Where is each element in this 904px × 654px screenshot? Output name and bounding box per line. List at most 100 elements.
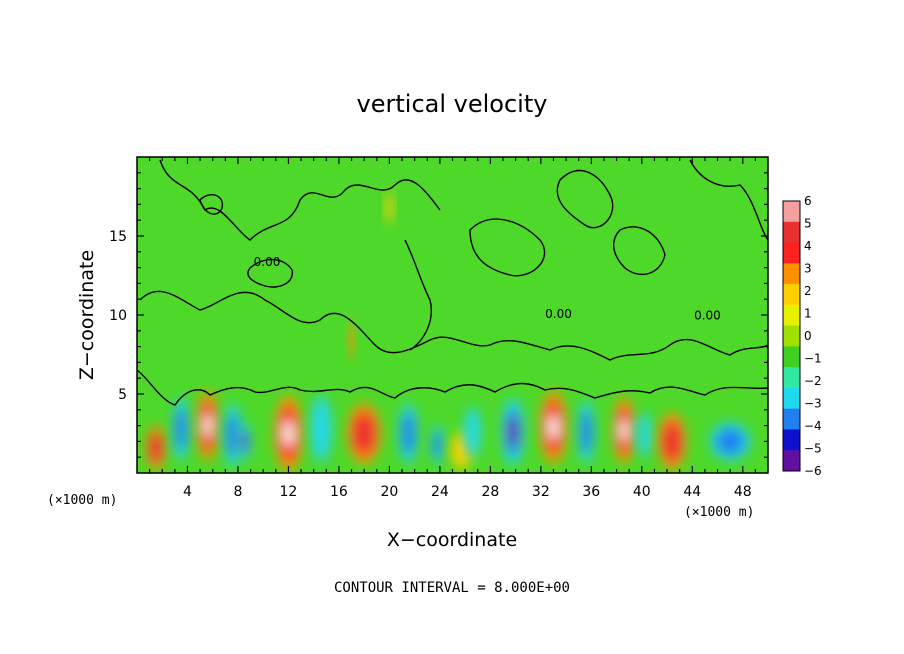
velocity-cell bbox=[464, 406, 481, 458]
velocity-cell bbox=[172, 397, 190, 461]
x-tick-label: 36 bbox=[582, 484, 600, 500]
chart-title: vertical velocity bbox=[357, 90, 548, 118]
contour-line bbox=[469, 218, 546, 277]
velocity-cell-core bbox=[241, 433, 248, 450]
contour-lines bbox=[137, 159, 768, 406]
velocity-cell bbox=[237, 424, 252, 459]
colorbar-label: −4 bbox=[804, 419, 822, 433]
velocity-cell bbox=[709, 422, 751, 461]
velocity-cell-core bbox=[620, 419, 628, 442]
x-tick-label: 28 bbox=[481, 484, 499, 500]
velocity-cell-core bbox=[385, 191, 394, 224]
axes bbox=[137, 157, 768, 473]
velocity-cell-core bbox=[580, 409, 593, 455]
contour-line bbox=[247, 258, 294, 288]
colorbar-label: −1 bbox=[804, 352, 822, 366]
y-tick-label: 5 bbox=[118, 387, 127, 403]
y-tick-label: 10 bbox=[109, 308, 127, 324]
colorbar-swatch bbox=[783, 263, 800, 285]
colorbar-label: −3 bbox=[804, 397, 822, 411]
velocity-cell bbox=[196, 390, 219, 461]
contour-line bbox=[199, 194, 224, 215]
contour-interval-note: CONTOUR INTERVAL = 8.000E+00 bbox=[334, 580, 570, 596]
colorbar-label: 4 bbox=[804, 239, 812, 253]
x-unit-label: (×1000 m) bbox=[47, 493, 117, 508]
colorbar-swatch bbox=[783, 429, 800, 451]
x-tick-label: 8 bbox=[233, 484, 242, 500]
colorbar-swatch bbox=[783, 304, 800, 327]
velocity-cell bbox=[274, 395, 303, 472]
velocity-cell bbox=[224, 403, 242, 467]
x-tick-label: 32 bbox=[532, 484, 550, 500]
contour-label: 0.00 bbox=[254, 255, 281, 269]
velocity-field bbox=[146, 191, 751, 472]
velocity-cell-core bbox=[664, 426, 680, 457]
contour-line bbox=[137, 369, 768, 406]
colorbar-swatch bbox=[783, 201, 800, 223]
colorbar-swatch bbox=[783, 408, 800, 430]
colorbar-swatch bbox=[783, 450, 800, 472]
contour-line bbox=[404, 239, 432, 351]
colorbar-label: 2 bbox=[804, 284, 812, 298]
velocity-cell-core bbox=[355, 417, 373, 450]
velocity-cell-core bbox=[311, 395, 332, 462]
velocity-cell-core bbox=[432, 430, 442, 459]
colorbar-label: 0 bbox=[804, 329, 812, 343]
velocity-cell bbox=[578, 400, 595, 464]
y-tick-label: 15 bbox=[109, 229, 127, 245]
velocity-cell bbox=[658, 412, 686, 470]
velocity-cell-core bbox=[204, 413, 212, 438]
velocity-cell-core bbox=[283, 420, 294, 447]
velocity-cell bbox=[398, 403, 418, 464]
colorbar-swatch bbox=[783, 221, 800, 244]
velocity-cell bbox=[501, 398, 525, 466]
x-tick-label: 4 bbox=[183, 484, 192, 500]
velocity-cell bbox=[347, 403, 381, 464]
colorbar-swatch bbox=[783, 325, 800, 347]
colorbar-label: 5 bbox=[804, 217, 812, 231]
velocity-cell bbox=[431, 424, 444, 465]
x-tick-label: 12 bbox=[280, 484, 298, 500]
velocity-cell bbox=[540, 390, 567, 464]
y-axis-label: Z−coordinate bbox=[76, 250, 98, 380]
contour-line bbox=[689, 159, 768, 241]
x-tick-label: 44 bbox=[683, 484, 701, 500]
x-tick-label: 16 bbox=[330, 484, 348, 500]
contour-line bbox=[556, 169, 614, 229]
colorbar-frame bbox=[782, 200, 801, 472]
contour-label: 0.00 bbox=[545, 307, 572, 321]
x-tick-label: 20 bbox=[380, 484, 398, 500]
x-unit-label-right: (×1000 m) bbox=[684, 505, 754, 520]
colorbar-label: 1 bbox=[804, 307, 812, 321]
x-tick-label: 24 bbox=[431, 484, 449, 500]
colorbar-swatch bbox=[783, 284, 800, 306]
colorbar-label: −6 bbox=[804, 464, 822, 478]
colorbar-swatch bbox=[783, 346, 800, 368]
colorbar-swatch bbox=[783, 242, 800, 264]
velocity-cell bbox=[348, 321, 355, 360]
velocity-cell-core bbox=[348, 321, 355, 360]
contour-labels: 0.00 0.00 0.00 bbox=[254, 255, 721, 323]
contour-line bbox=[139, 290, 768, 361]
x-tick-label: 48 bbox=[734, 484, 752, 500]
colorbar-label: 3 bbox=[804, 262, 812, 276]
colorbar: 6 5 4 3 2 1 0 −1 −2 −3 −4 −5 −6 bbox=[782, 194, 822, 478]
velocity-cell bbox=[637, 412, 652, 458]
colorbar-label: −2 bbox=[804, 374, 822, 388]
velocity-cell bbox=[311, 395, 332, 462]
velocity-cell bbox=[385, 191, 394, 224]
velocity-cell-core bbox=[401, 412, 415, 455]
colorbar-swatch bbox=[783, 367, 800, 389]
velocity-cell-core bbox=[464, 406, 481, 458]
colorbar-label: −5 bbox=[804, 442, 822, 456]
velocity-cell-core bbox=[507, 416, 519, 447]
velocity-cell bbox=[613, 397, 635, 464]
colorbar-label: 6 bbox=[804, 194, 812, 208]
contour-line bbox=[613, 226, 666, 276]
velocity-cell-core bbox=[548, 414, 558, 440]
velocity-cell-core bbox=[151, 436, 161, 460]
colorbar-swatch bbox=[783, 387, 800, 410]
contour-label: 0.00 bbox=[694, 309, 721, 323]
